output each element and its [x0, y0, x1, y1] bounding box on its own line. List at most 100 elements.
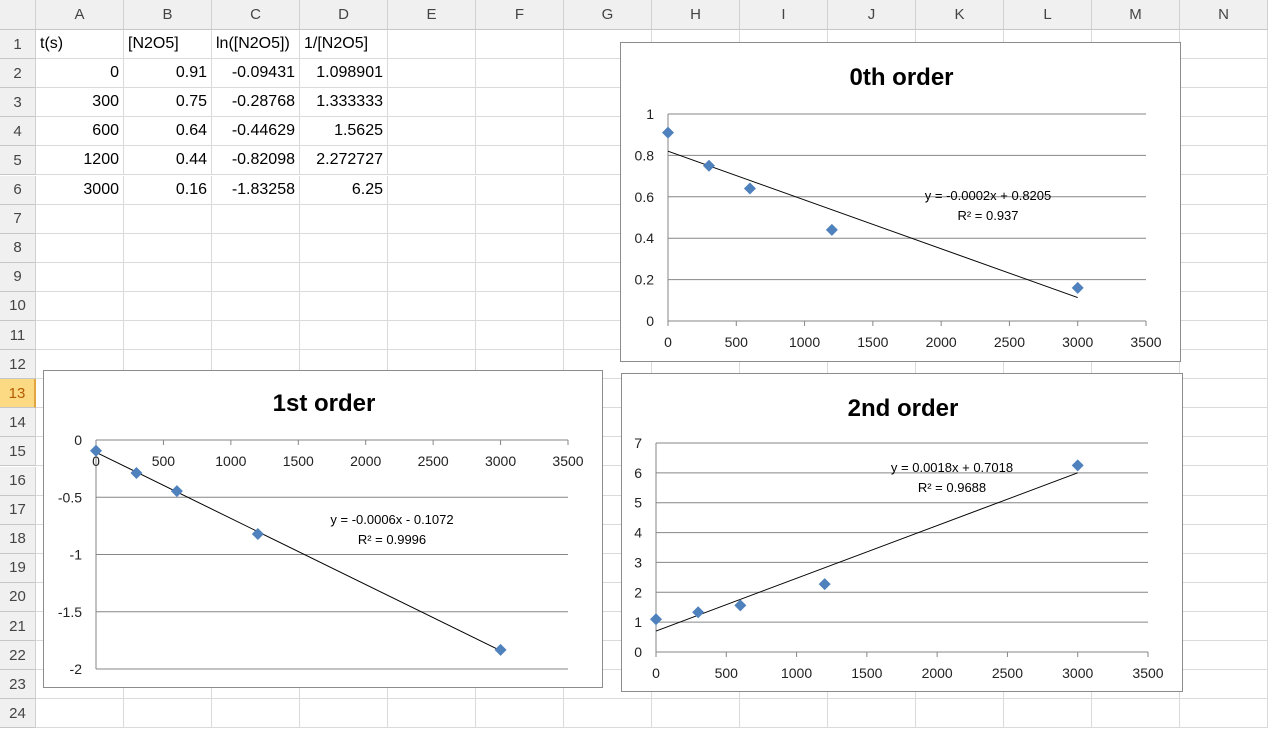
row-header-9[interactable]: 9	[0, 262, 36, 292]
cell-F10[interactable]	[476, 291, 564, 321]
row-header-13[interactable]: 13	[0, 379, 36, 409]
column-header-F[interactable]: F	[476, 0, 564, 30]
cell-N14[interactable]	[1180, 408, 1268, 438]
cell-E7[interactable]	[388, 204, 476, 234]
cell-D24[interactable]	[300, 699, 388, 729]
cell-F5[interactable]	[476, 146, 564, 176]
row-header-23[interactable]: 23	[0, 670, 36, 700]
cell-B1[interactable]: [N2O5]	[124, 30, 212, 60]
row-header-2[interactable]: 2	[0, 59, 36, 89]
cell-N17[interactable]	[1180, 495, 1268, 525]
row-header-24[interactable]: 24	[0, 699, 36, 729]
row-header-3[interactable]: 3	[0, 88, 36, 118]
row-header-1[interactable]: 1	[0, 30, 36, 60]
cell-C5[interactable]: -0.82098	[212, 146, 300, 176]
cell-N11[interactable]	[1180, 321, 1268, 351]
row-header-18[interactable]: 18	[0, 524, 36, 554]
cell-B2[interactable]: 0.91	[124, 59, 212, 89]
cell-C7[interactable]	[212, 204, 300, 234]
row-header-20[interactable]: 20	[0, 582, 36, 612]
cell-F1[interactable]	[476, 30, 564, 60]
cell-N6[interactable]	[1180, 175, 1268, 205]
cell-A11[interactable]	[36, 321, 124, 351]
column-header-B[interactable]: B	[124, 0, 212, 30]
cell-B9[interactable]	[124, 262, 212, 292]
column-header-L[interactable]: L	[1004, 0, 1092, 30]
cell-D7[interactable]	[300, 204, 388, 234]
cell-N10[interactable]	[1180, 291, 1268, 321]
row-header-4[interactable]: 4	[0, 117, 36, 147]
cell-B5[interactable]: 0.44	[124, 146, 212, 176]
cell-D6[interactable]: 6.25	[300, 175, 388, 205]
cell-D11[interactable]	[300, 321, 388, 351]
row-header-22[interactable]: 22	[0, 641, 36, 671]
row-header-11[interactable]: 11	[0, 321, 36, 351]
cell-H24[interactable]	[652, 699, 740, 729]
cell-N5[interactable]	[1180, 146, 1268, 176]
cell-G24[interactable]	[564, 699, 652, 729]
cell-A1[interactable]: t(s)	[36, 30, 124, 60]
row-header-19[interactable]: 19	[0, 553, 36, 583]
cell-N1[interactable]	[1180, 30, 1268, 60]
row-header-10[interactable]: 10	[0, 291, 36, 321]
cell-A4[interactable]: 600	[36, 117, 124, 147]
cell-D9[interactable]	[300, 262, 388, 292]
column-header-E[interactable]: E	[388, 0, 476, 30]
cell-D2[interactable]: 1.098901	[300, 59, 388, 89]
cell-C24[interactable]	[212, 699, 300, 729]
cell-E5[interactable]	[388, 146, 476, 176]
cell-I24[interactable]	[740, 699, 828, 729]
cell-A24[interactable]	[36, 699, 124, 729]
cell-N24[interactable]	[1180, 699, 1268, 729]
row-header-6[interactable]: 6	[0, 175, 36, 205]
row-header-7[interactable]: 7	[0, 204, 36, 234]
cell-A3[interactable]: 300	[36, 88, 124, 118]
cell-F24[interactable]	[476, 699, 564, 729]
cell-G12[interactable]	[564, 350, 652, 380]
row-header-12[interactable]: 12	[0, 350, 36, 380]
cell-C10[interactable]	[212, 291, 300, 321]
cell-N20[interactable]	[1180, 582, 1268, 612]
cell-F7[interactable]	[476, 204, 564, 234]
cell-C6[interactable]: -1.83258	[212, 175, 300, 205]
cell-D3[interactable]: 1.333333	[300, 88, 388, 118]
column-header-K[interactable]: K	[916, 0, 1004, 30]
cell-E24[interactable]	[388, 699, 476, 729]
cell-B24[interactable]	[124, 699, 212, 729]
cell-J24[interactable]	[828, 699, 916, 729]
cell-E3[interactable]	[388, 88, 476, 118]
cell-N7[interactable]	[1180, 204, 1268, 234]
cell-A8[interactable]	[36, 233, 124, 263]
cell-F4[interactable]	[476, 117, 564, 147]
chart-1st-order[interactable]: 1st order -2 -1.5 -1 -0.5 0 0 500 1000 1500 2000 25…	[43, 370, 603, 688]
column-header-J[interactable]: J	[828, 0, 916, 30]
row-header-17[interactable]: 17	[0, 495, 36, 525]
cell-B10[interactable]	[124, 291, 212, 321]
cell-D10[interactable]	[300, 291, 388, 321]
column-header-H[interactable]: H	[652, 0, 740, 30]
cell-C4[interactable]: -0.44629	[212, 117, 300, 147]
row-header-8[interactable]: 8	[0, 233, 36, 263]
cell-F8[interactable]	[476, 233, 564, 263]
cell-N23[interactable]	[1180, 670, 1268, 700]
cell-B4[interactable]: 0.64	[124, 117, 212, 147]
row-header-16[interactable]: 16	[0, 466, 36, 496]
cell-C1[interactable]: ln([N2O5])	[212, 30, 300, 60]
cell-N2[interactable]	[1180, 59, 1268, 89]
cell-N15[interactable]	[1180, 437, 1268, 467]
cell-E11[interactable]	[388, 321, 476, 351]
cell-F6[interactable]	[476, 175, 564, 205]
cell-B3[interactable]: 0.75	[124, 88, 212, 118]
column-header-D[interactable]: D	[300, 0, 388, 30]
cell-N22[interactable]	[1180, 641, 1268, 671]
cell-N19[interactable]	[1180, 553, 1268, 583]
cell-B8[interactable]	[124, 233, 212, 263]
cell-C11[interactable]	[212, 321, 300, 351]
row-header-21[interactable]: 21	[0, 612, 36, 642]
cell-N12[interactable]	[1180, 350, 1268, 380]
column-header-M[interactable]: M	[1092, 0, 1180, 30]
cell-D4[interactable]: 1.5625	[300, 117, 388, 147]
cell-E1[interactable]	[388, 30, 476, 60]
cell-D8[interactable]	[300, 233, 388, 263]
cell-N18[interactable]	[1180, 524, 1268, 554]
